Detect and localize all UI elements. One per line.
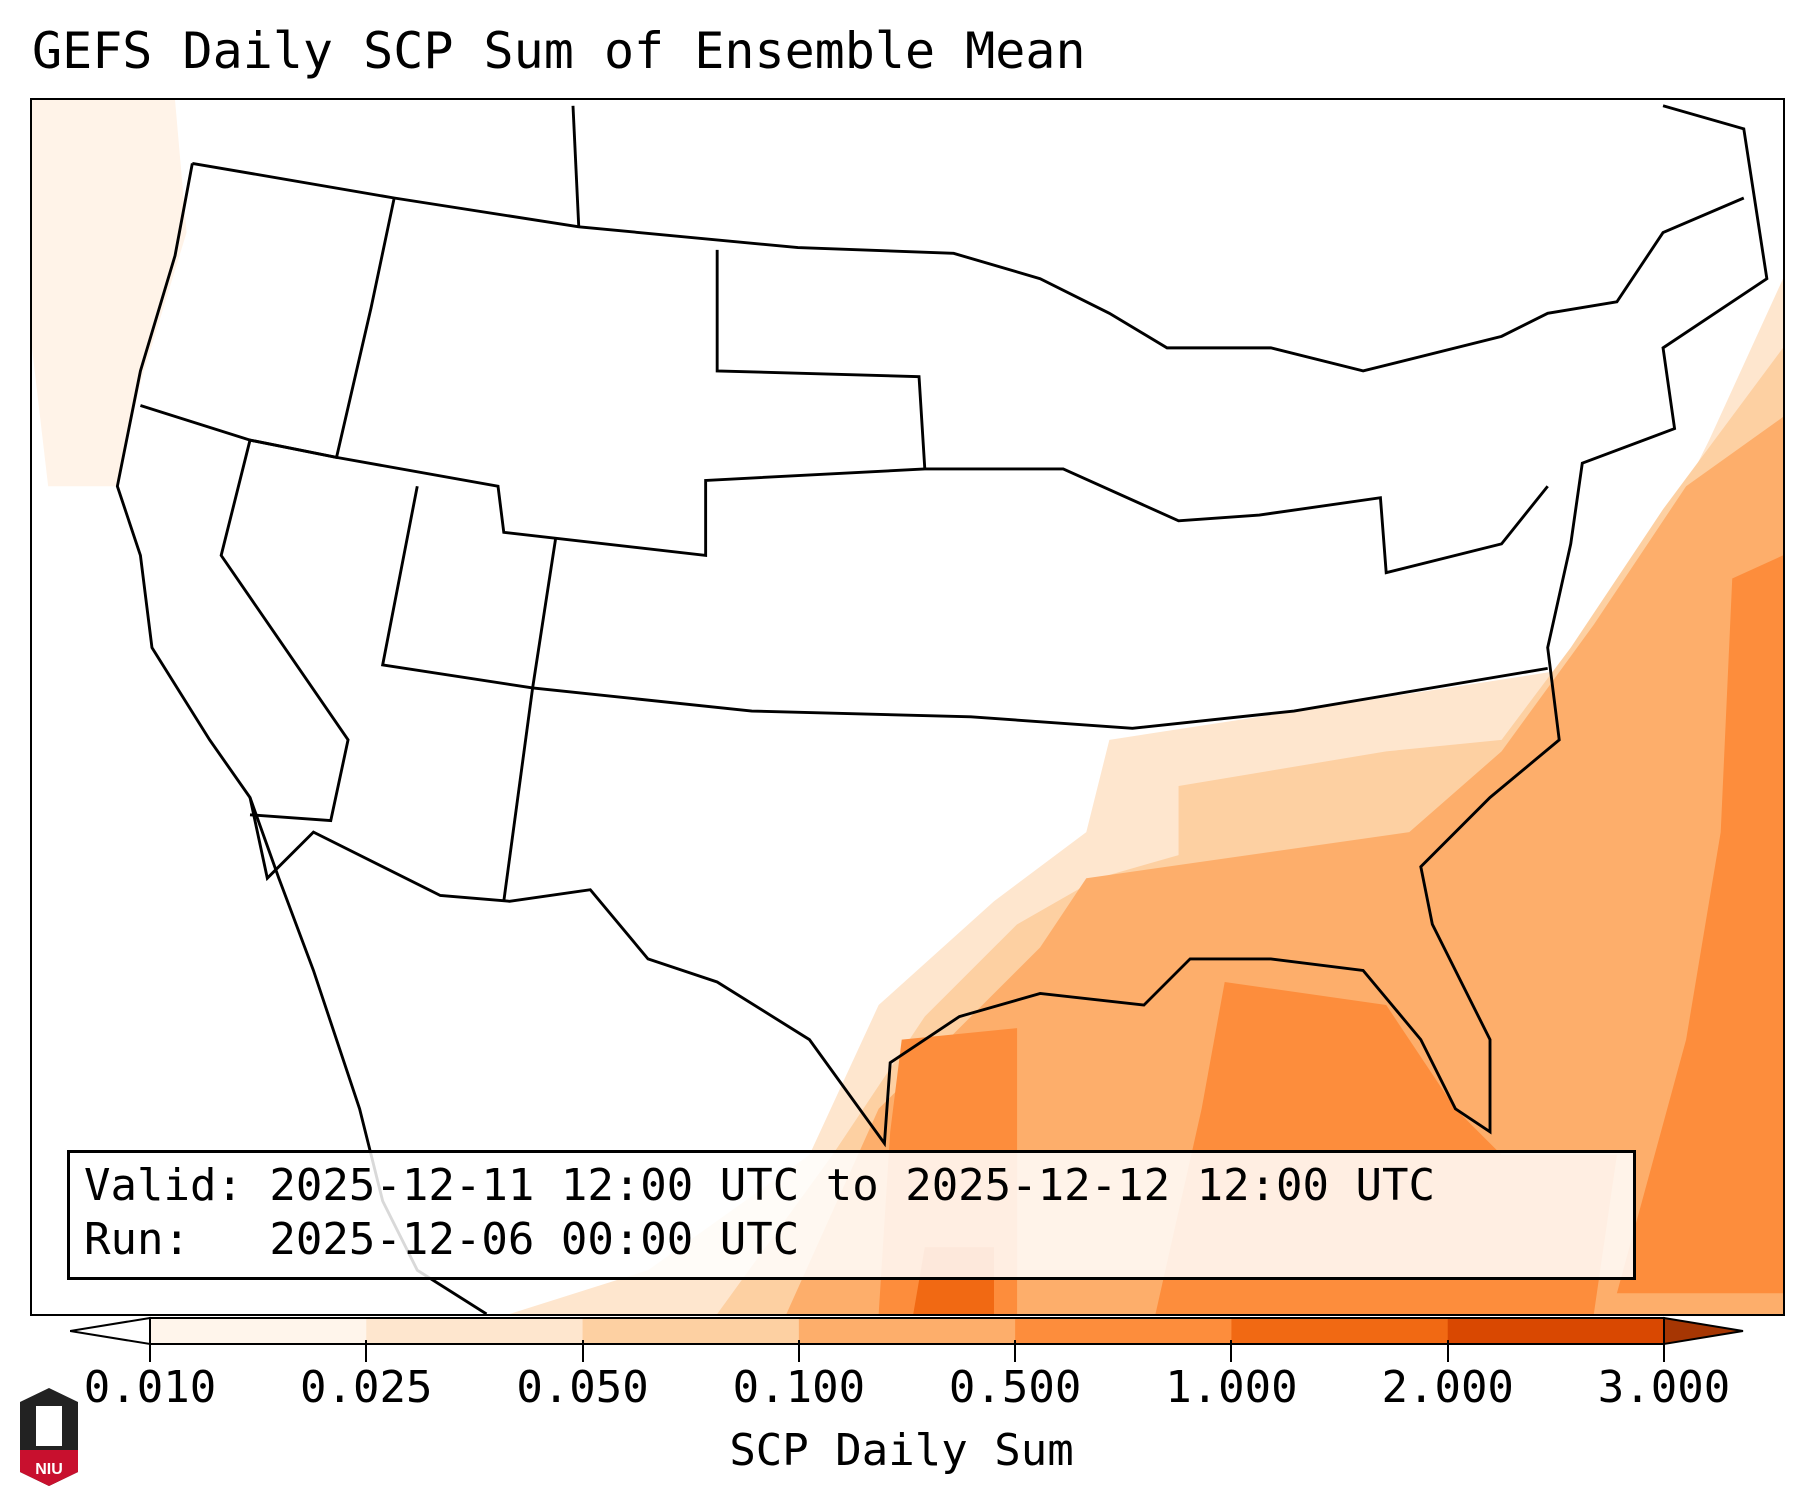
colorbar-tick — [581, 1340, 584, 1362]
colorbar-tick-label: 0.500 — [948, 1362, 1082, 1413]
shade-west-pale — [32, 100, 187, 487]
colorbar-segment — [582, 1318, 800, 1344]
scp-map — [32, 100, 1783, 1314]
state-lines-3 — [571, 105, 581, 227]
colorbar-tick-label: 3.000 — [1597, 1362, 1731, 1413]
colorbar-tick — [1663, 1340, 1665, 1362]
state-lines-1 — [139, 404, 1549, 575]
colorbar-tick-label: 2.000 — [1381, 1362, 1514, 1413]
state-lines-7 — [531, 537, 558, 689]
canada-border — [192, 161, 1745, 373]
colorbar-tick-label: 0.100 — [732, 1362, 866, 1413]
state-lines-4 — [715, 249, 927, 470]
colorbar-tick — [149, 1340, 151, 1362]
valid-time-text: Valid: 2025-12-11 12:00 UTC to 2025-12-1… — [84, 1160, 1436, 1211]
colorbar-segment — [1231, 1318, 1449, 1344]
state-lines-6 — [502, 687, 535, 902]
colorbar-tick-label: 0.010 — [83, 1362, 217, 1413]
state-lines-5 — [380, 485, 1548, 730]
coastlines-borders — [115, 104, 1769, 1314]
map-panel — [30, 98, 1785, 1316]
colorbar-tick-label: 0.050 — [516, 1362, 649, 1413]
chart-title: GEFS Daily SCP Sum of Ensemble Mean — [32, 22, 1086, 80]
colorbar-segment — [798, 1318, 1016, 1344]
state-lines-2 — [219, 197, 396, 823]
colorbar-tick — [1014, 1340, 1017, 1362]
colorbar-tick — [797, 1340, 800, 1362]
colorbar-tick — [365, 1340, 368, 1362]
colorbar-label: SCP Daily Sum — [729, 1425, 1074, 1476]
colorbar-segment — [1447, 1318, 1665, 1344]
colorbar-over-extension — [1663, 1316, 1744, 1346]
colorbar-segment — [366, 1318, 584, 1344]
colorbar-segment — [1015, 1318, 1232, 1344]
colorbar-tick-label: 1.000 — [1165, 1362, 1298, 1413]
colorbar — [70, 1316, 1744, 1346]
colorbar-frame — [149, 1317, 1665, 1345]
colorbar-under-extension — [70, 1316, 151, 1346]
niu-logo: NIU — [20, 1388, 78, 1486]
colorbar-tick — [1446, 1340, 1449, 1362]
shade-gulf-mid — [786, 417, 1783, 1314]
run-time-text: Run: 2025-12-06 00:00 UTC — [84, 1214, 800, 1265]
colorbar-segments — [150, 1318, 1665, 1344]
colorbar-tick — [1230, 1340, 1233, 1362]
svg-text:NIU: NIU — [35, 1461, 63, 1478]
scp-shading — [32, 100, 1783, 1314]
colorbar-segment — [150, 1318, 367, 1344]
valid-run-info-box: Valid: 2025-12-11 12:00 UTC to 2025-12-1… — [67, 1150, 1636, 1280]
colorbar-tick-label: 0.025 — [300, 1362, 433, 1413]
shade-east-strong — [1616, 555, 1783, 1294]
us-outline — [115, 104, 1769, 1148]
